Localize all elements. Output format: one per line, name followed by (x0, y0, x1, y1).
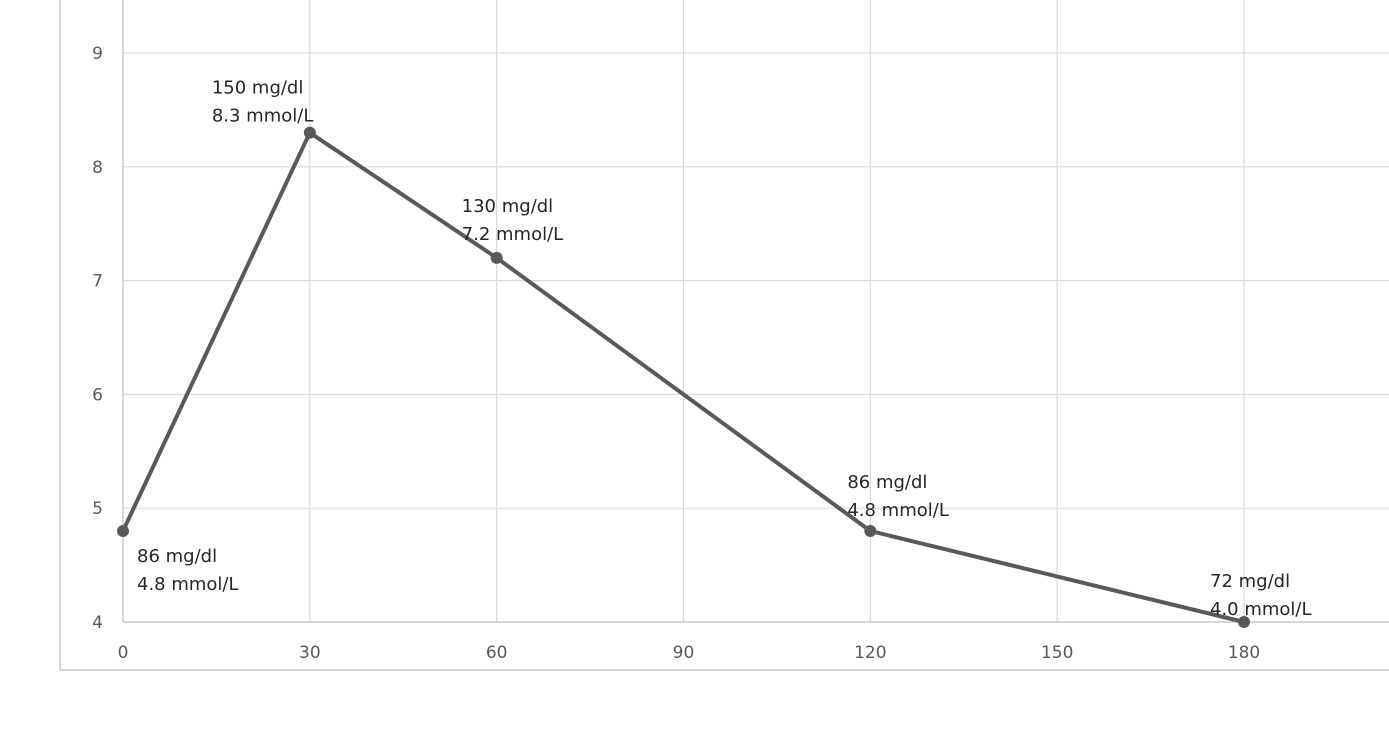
data-label-mgdl-3: 86 mg/dl (847, 472, 927, 493)
chart-frame (59, 0, 1389, 671)
x-tick-label-150: 150 (1041, 643, 1073, 663)
data-label-mgdl-4: 72 mg/dl (1210, 571, 1290, 592)
x-tick-label-0: 0 (118, 643, 129, 663)
data-label-mmol-4: 4.0 mmol/L (1210, 599, 1312, 620)
data-label-mgdl-2: 130 mg/dl (462, 196, 554, 217)
data-point-2 (490, 251, 503, 264)
data-point-3 (864, 524, 877, 537)
y-tick-label-4: 4 (92, 613, 103, 633)
y-tick-label-7: 7 (92, 272, 103, 292)
y-tick-label-9: 9 (92, 44, 103, 64)
gridlines (123, 0, 1389, 622)
data-label-mmol-1: 8.3 mmol/L (212, 106, 314, 127)
data-label-mmol-0: 4.8 mmol/L (137, 574, 239, 595)
data-label-mmol-3: 4.8 mmol/L (847, 500, 949, 521)
data-point-4 (1238, 616, 1250, 628)
y-tick-label-8: 8 (92, 158, 103, 178)
x-tick-label-180: 180 (1228, 643, 1260, 663)
data-label-mmol-2: 7.2 mmol/L (462, 224, 564, 245)
x-tick-label-60: 60 (486, 643, 508, 663)
data-label-mgdl-1: 150 mg/dl (212, 78, 304, 99)
y-tick-label-6: 6 (92, 385, 103, 405)
axes (122, 0, 1389, 623)
data-label-mgdl-0: 86 mg/dl (137, 546, 217, 567)
data-point-1 (303, 126, 316, 139)
y-tick-label-5: 5 (92, 499, 103, 519)
series-layer (117, 126, 1250, 628)
x-tick-label-30: 30 (299, 643, 321, 663)
x-tick-label-90: 90 (673, 643, 695, 663)
data-labels: 86 mg/dl 4.8 mmol/L 150 mg/dl 8.3 mmol/L 130… (137, 78, 1312, 620)
x-tick-label-120: 120 (854, 643, 886, 663)
data-point-0 (117, 524, 129, 537)
